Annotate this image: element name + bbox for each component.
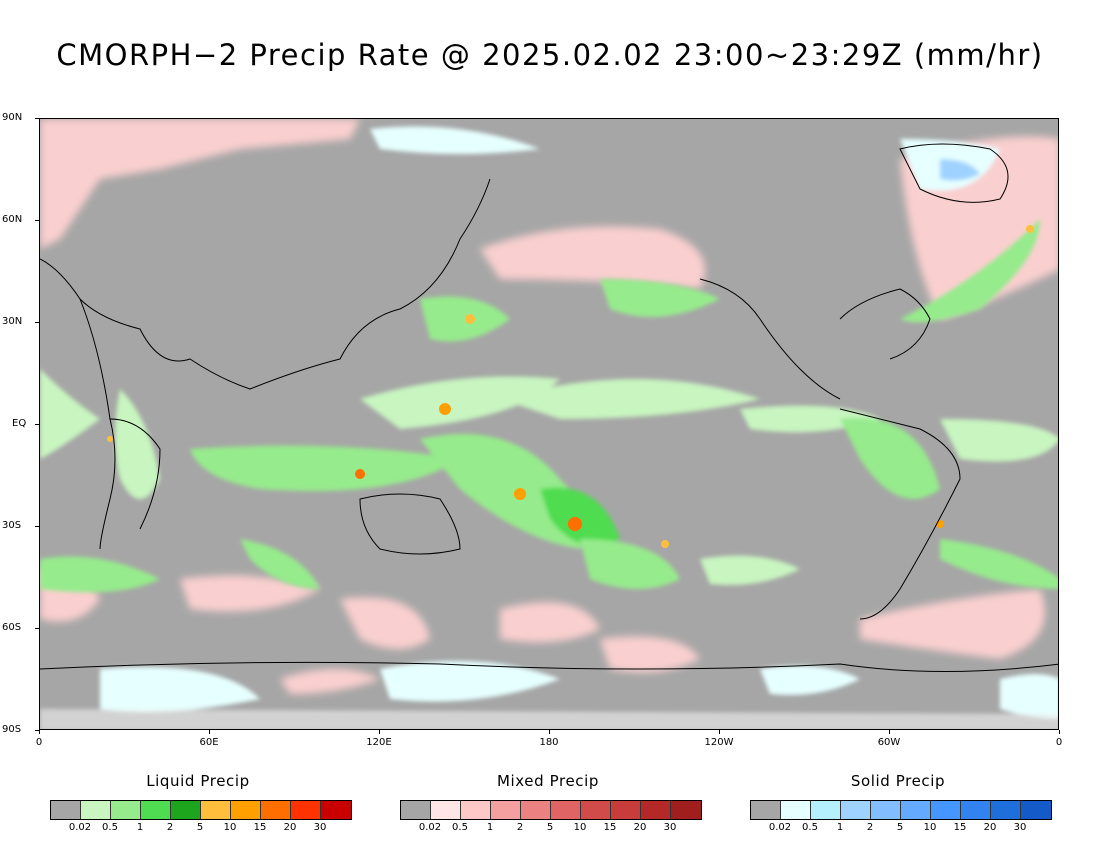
legend-swatch: [491, 801, 521, 819]
legend-swatch: [321, 801, 351, 819]
legend-swatch: [81, 801, 111, 819]
legend-ticks-solid: 0.02 0.5 1 2 5 10 15 20 30: [750, 822, 1050, 836]
legend-swatch: [901, 801, 931, 819]
intense-precip-cells: [107, 225, 1034, 548]
legend-swatch: [111, 801, 141, 819]
legend-title-liquid: Liquid Precip: [146, 772, 250, 790]
legend-mixed: Mixed Precip 0.02 0.5 1 2 5 10 15 20 30: [400, 772, 702, 833]
lat-label-eq: EQ: [12, 418, 27, 429]
legend-tick-label: 0.02: [68, 822, 92, 833]
legend-tick-label: 2: [866, 822, 874, 833]
lat-label-30n: 30N: [2, 316, 23, 327]
lon-label-0-east: 0: [1055, 737, 1063, 748]
legend-swatches-mixed: [400, 800, 702, 820]
legend-swatch: [991, 801, 1021, 819]
legend-tick-label: 1: [486, 822, 494, 833]
legend-tick-label: 30: [663, 822, 677, 833]
legend-swatch: [811, 801, 841, 819]
legend-tick-label: 20: [633, 822, 647, 833]
legend-title-mixed: Mixed Precip: [496, 772, 600, 790]
legend-swatch: [961, 801, 991, 819]
legend-tick-label: 30: [313, 822, 327, 833]
legend-title-solid: Solid Precip: [850, 772, 946, 790]
lon-label-120e: 120E: [366, 737, 392, 748]
legend-swatch: [521, 801, 551, 819]
legend-tick-label: 2: [516, 822, 524, 833]
legend-tick-label: 15: [253, 822, 267, 833]
legend-tick-label: 10: [923, 822, 937, 833]
legend-swatch: [841, 801, 871, 819]
legend-swatch: [141, 801, 171, 819]
legend-tick-label: 15: [953, 822, 967, 833]
legend-tick-label: 0.5: [802, 822, 818, 833]
legend-tick-label: 0.02: [418, 822, 442, 833]
lat-label-90s: 90S: [2, 724, 22, 735]
legend-swatch: [231, 801, 261, 819]
legend-swatch: [781, 801, 811, 819]
precip-map: [39, 118, 1059, 730]
legend-swatches-liquid: [50, 800, 352, 820]
lon-label-60w: 60W: [877, 737, 901, 748]
legend-tick-label: 0.5: [102, 822, 118, 833]
legend-tick-label: 10: [573, 822, 587, 833]
precip-map-svg: [40, 119, 1058, 729]
lat-label-30s: 30S: [2, 520, 22, 531]
lon-label-180: 180: [539, 737, 559, 748]
solid-precip-regions: [40, 126, 1058, 729]
legend-swatch: [261, 801, 291, 819]
lon-label-120w: 120W: [704, 737, 734, 748]
legend-swatch: [201, 801, 231, 819]
legend-liquid: Liquid Precip 0.02 0.5 1 2 5 10 15 20 30: [50, 772, 352, 833]
legend-tick-label: 2: [166, 822, 174, 833]
lon-label-0: 0: [35, 737, 43, 748]
legend-swatches-solid: [750, 800, 1052, 820]
lon-label-60e: 60E: [199, 737, 219, 748]
legend-tick-label: 20: [283, 822, 297, 833]
map-title: CMORPH−2 Precip Rate @ 2025.02.02 23:00~…: [56, 38, 1044, 72]
legend-tick-label: 0.02: [768, 822, 792, 833]
legend-swatch: [671, 801, 701, 819]
legend-swatch: [431, 801, 461, 819]
mixed-precip-regions: [40, 119, 1058, 694]
legend-tick-label: 0.5: [452, 822, 468, 833]
legend-ticks-liquid: 0.02 0.5 1 2 5 10 15 20 30: [50, 822, 350, 836]
legend-tick-label: 5: [546, 822, 554, 833]
legend-swatch: [931, 801, 961, 819]
liquid-precip-regions: [40, 219, 1058, 593]
legend-swatch: [551, 801, 581, 819]
lat-label-60s: 60S: [2, 622, 22, 633]
legend-tick-label: 15: [603, 822, 617, 833]
legend-tick-label: 10: [223, 822, 237, 833]
legend-swatch: [51, 801, 81, 819]
legend-swatch: [581, 801, 611, 819]
legend-tick-label: 1: [136, 822, 144, 833]
lat-label-60n: 60N: [2, 214, 23, 225]
legend-swatch: [171, 801, 201, 819]
legend-tick-label: 30: [1013, 822, 1027, 833]
legend-tick-label: 5: [196, 822, 204, 833]
legend-swatch: [641, 801, 671, 819]
legend-swatch: [751, 801, 781, 819]
legend-swatch: [611, 801, 641, 819]
lat-label-90n: 90N: [2, 112, 23, 123]
legend-swatch: [871, 801, 901, 819]
coastlines: [40, 143, 1058, 672]
legend-tick-label: 5: [896, 822, 904, 833]
legend-solid: Solid Precip 0.02 0.5 1 2 5 10 15 20 30: [750, 772, 1052, 833]
legend-tick-label: 1: [836, 822, 844, 833]
legend-ticks-mixed: 0.02 0.5 1 2 5 10 15 20 30: [400, 822, 700, 836]
legend-swatch: [1021, 801, 1051, 819]
legend-swatch: [291, 801, 321, 819]
legend-tick-label: 20: [983, 822, 997, 833]
legend-swatch: [461, 801, 491, 819]
legend-swatch: [401, 801, 431, 819]
